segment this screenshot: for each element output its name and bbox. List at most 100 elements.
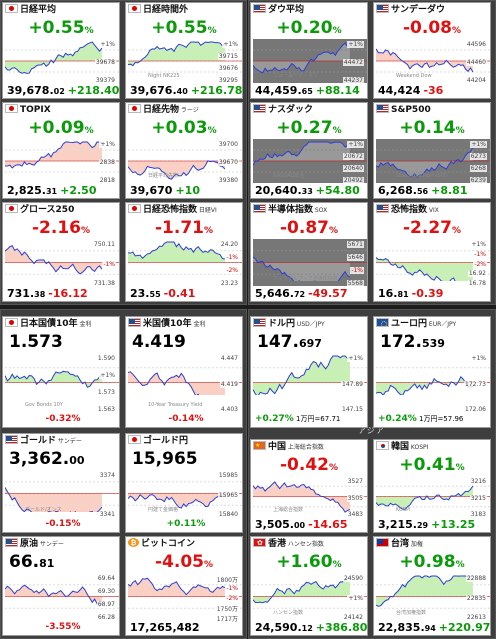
tile-dow[interactable]: ダウ平均 +0.20% +1% 44472 44237 ニューヨーク・ダウ 44,459.6…	[250, 2, 368, 99]
value-main: 23.	[130, 287, 150, 300]
axis-tick-label: 3183	[469, 511, 487, 518]
tile-title: 中国	[268, 442, 287, 452]
tile-footer: 22,835.94 +220.97	[374, 620, 490, 635]
change-value: +0.14	[399, 118, 456, 138]
price-line	[376, 147, 474, 178]
value-decimals: 31	[45, 187, 58, 196]
change-amount: +218.40	[67, 84, 120, 97]
chart-area	[376, 147, 473, 178]
axis-tick-label: 731.38	[93, 280, 116, 287]
change-amount: -36	[423, 84, 444, 97]
tile-change-pct: -0.87%	[251, 217, 367, 239]
change-amount: +216.78	[190, 84, 243, 97]
tile-nikkei-night[interactable]: 日経時間外 +0.55% +1% 39715 39676 39295 Night NK225…	[125, 2, 243, 99]
axis-tick-label: 5568	[346, 280, 364, 287]
tile-hk[interactable]: 香港 ハンセン指数+1.60%24590+1%24142ハンセン指数24,590…	[250, 536, 368, 636]
tile-growth[interactable]: グロース250 -2.16% 750.11 -1% 731.38 731.38 -16.12	[2, 202, 120, 302]
value-decimals: 29	[416, 521, 429, 530]
tile-chart: 24.20 -1% -2% 23.23	[128, 239, 242, 287]
change-value: -0.15%	[45, 519, 81, 529]
price-line	[253, 355, 350, 395]
tile-china[interactable]: 中国 上海総合指数-0.42%352735053483上海総合指数3,505.0…	[250, 439, 368, 533]
value-main: 3,505.	[255, 518, 294, 531]
tile-nikkei-vi[interactable]: 日経恐怖指数 日経VI -1.71% 24.20 -1% -2% 23.23 23.55 -0…	[125, 202, 243, 302]
change-value: +0.09	[28, 118, 85, 138]
tile-change-pct: -0.42%	[251, 454, 367, 476]
jp-flag-icon	[128, 104, 141, 113]
tile-gold-jpy[interactable]: ゴールド円 15,965 15985 15965 15840 円建て金価格 +0.11%	[125, 433, 243, 533]
axis-tick-label: 69.30	[96, 588, 116, 595]
us-flag-icon	[376, 4, 389, 13]
value-decimals: 94	[424, 624, 436, 633]
tile-subtitle: 金利	[191, 321, 206, 328]
change-unit: %	[455, 463, 465, 473]
chart-area	[253, 356, 350, 395]
tile-footer: 20,640.33 +54.80	[251, 183, 367, 198]
tile-sox[interactable]: 半導体指数 SOX -0.87% 5671 5646 -1% 5568 フィラデルフィア半導…	[250, 202, 368, 302]
tile-btc[interactable]: ビットコイン-4.05%1800万-1%-2%1750万1717万17,265,…	[125, 536, 243, 636]
tile-change-pct: -1.71%	[126, 217, 242, 239]
tile-footer: 44,459.65 +88.14	[251, 83, 367, 98]
tile-header: ダウ平均	[251, 3, 367, 17]
axis-tick-label: +1%	[347, 41, 364, 48]
tile-header: ビットコイン	[126, 537, 242, 551]
axis-tick-label: 66.28	[96, 614, 116, 621]
tile-title: 日本国債10年	[20, 319, 78, 329]
tile-korea[interactable]: 韓国 KOSPI +0.41% 3216 3215 3183 KOSPI 3,215.29 +…	[373, 439, 491, 533]
tile-usdjpy[interactable]: ドル円 USD／JPY 147.697 +1% 147.89 147.15 +0.27% …	[250, 316, 368, 428]
value-decimals: 56	[416, 187, 429, 196]
tile-footer: 17,265,482	[126, 620, 242, 635]
tile-nikkei-fut[interactable]: 日経先物 ラージ +0.03% 39700 39670 39380 日経平均先物 39,67…	[125, 102, 243, 199]
tile-subtitle: USD／JPY	[295, 321, 325, 328]
axis-tick-label: 1.563	[96, 406, 116, 413]
tile-nikkei[interactable]: 日経平均 +0.55% +1% 39678 39379 39,678.02 +218.40	[2, 2, 120, 99]
value-main: 6,268.	[378, 184, 417, 197]
tile-nasdaq[interactable]: ナスダック +0.27% +1% 20672 20640 20492 NASDAQ総合 20,…	[250, 102, 368, 199]
price-line-chart	[376, 485, 490, 510]
axis-tick-label: -1%	[225, 254, 239, 261]
price-line-chart	[5, 481, 119, 512]
price-line	[376, 485, 474, 510]
price-line	[253, 481, 351, 513]
hk-flag-icon	[253, 538, 266, 547]
axis-tick-label: 1.590	[96, 355, 116, 362]
price-line	[128, 371, 200, 395]
tile-taiwan[interactable]: 台湾 加権 +0.98% 22888 22835 22613 台湾加権指数 22,835.9…	[373, 536, 491, 636]
tile-gold[interactable]: ゴールド サンデー 3,362.00 3374 3341 ゴールド/オンス -0.15%	[2, 433, 120, 533]
value-main: 44,459.	[255, 84, 302, 97]
tile-value: 147.697	[251, 331, 367, 353]
change-unit: %	[84, 126, 94, 136]
tile-header: ゴールド サンデー	[3, 434, 119, 448]
tile-jgb10[interactable]: 日本国債10年 金利 1.573 1.590 +1% 1.573 1.563 Gov Bon…	[2, 316, 120, 428]
tile-title: TOPIX	[20, 105, 51, 115]
tile-subtitle: EUR／JPY	[427, 321, 457, 328]
axis-tick-label: 15840	[217, 511, 239, 518]
axis-tick-label: 6273	[469, 153, 487, 160]
tile-vix[interactable]: 恐怖指数 VIX -2.27% +1% -1% -2% 16.92 16.78 16.81 -0…	[373, 202, 491, 302]
tile-change-pct: -4.05%	[126, 551, 242, 573]
us-flag-icon	[253, 318, 266, 327]
axis-tick-label: -2%	[225, 594, 239, 602]
price-line	[5, 487, 103, 512]
tile-header: ナスダック	[251, 103, 367, 117]
tile-title: 日経平均	[20, 5, 57, 15]
chart-area	[5, 142, 102, 168]
value-main: 4.419	[132, 332, 186, 352]
tile-eurjpy[interactable]: ユーロ円 EUR／JPY 172.539 +1% 172.73 172.06 +0.24%…	[373, 316, 491, 428]
axis-tick-label: 68.97	[96, 601, 116, 608]
value-decimals: 65	[301, 87, 313, 96]
axis-tick-label: 6268	[469, 165, 487, 172]
tile-sand-dow[interactable]: サンデーダウ -0.08% 44596 44460 44204 Weekend Dow 44…	[373, 2, 491, 99]
change-unit: %	[80, 226, 91, 236]
tile-change-pct: -0.14%	[126, 412, 242, 426]
tile-header: 香港 ハンセン指数	[251, 537, 367, 551]
axis-tick-label: 3505	[346, 494, 364, 502]
tile-oil[interactable]: 原油 サンデー 66.81 69.64 69.30 68.97 66.28 -3.55%	[2, 536, 120, 636]
tile-sp500[interactable]: S&P500 +0.14% +1% 6273 6268 6239 Standard&Poor…	[373, 102, 491, 199]
tile-ust10[interactable]: 米国債10年 金利 4.419 4.447 4.419 4.403 10-Year Tre…	[125, 316, 243, 428]
change-value: -0.08	[402, 18, 452, 38]
value-decimals: 81	[397, 290, 409, 299]
axis-tick-label: 16.92	[467, 270, 487, 278]
axis-tick-label: 22835	[465, 594, 487, 602]
tile-topix[interactable]: TOPIX +0.09% +1% 2838 2818 2,825.31 +2.50	[2, 102, 120, 199]
